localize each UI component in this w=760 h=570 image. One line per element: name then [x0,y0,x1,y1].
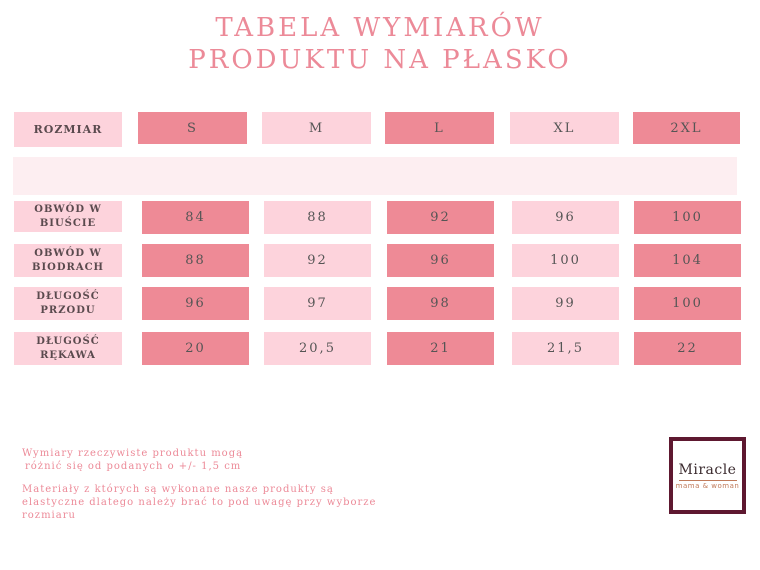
title-line-1: TABELA WYMIARÓW [215,13,545,43]
size-header-m: M [262,112,371,144]
size-header-2xl: 2XL [633,112,740,144]
size-header-s: S [138,112,247,144]
cell-front-xl: 99 [512,287,619,320]
logo-divider [678,479,737,481]
divider-band [13,157,737,195]
size-header-l: L [385,112,494,144]
row-label-hips: OBWÓD W BIODRACH [14,244,122,277]
material-note-line-2: elastyczne dlatego należy brać to pod uw… [22,497,377,508]
cell-bust-m: 88 [264,201,371,234]
cell-hips-2xl: 104 [634,244,741,277]
cell-hips-s: 88 [142,244,249,277]
row-label-front-length: DŁUGOŚĆ PRZODU [14,287,122,320]
material-note-line-1: Materiały z których są wykonane nasze pr… [22,484,334,495]
cell-front-2xl: 100 [634,287,741,320]
page-title: TABELA WYMIARÓW PRODUKTU NA PŁASKO [0,12,760,76]
logo-main-text: Miracle [678,461,737,478]
tolerance-note-line-2: różnić się od podanych o +/- 1,5 cm [25,461,242,472]
cell-bust-2xl: 100 [634,201,741,234]
cell-sleeve-m: 20,5 [264,332,371,365]
cell-bust-xl: 96 [512,201,619,234]
logo-sub-text: mama & woman [675,481,740,490]
row-label-sleeve-length: DŁUGOŚĆ RĘKAWA [14,332,122,365]
cell-hips-m: 92 [264,244,371,277]
cell-front-l: 98 [387,287,494,320]
size-header-xl: XL [510,112,619,144]
material-note: Materiały z których są wykonane nasze pr… [22,483,376,522]
size-header-label: ROZMIAR [14,112,122,147]
cell-front-m: 97 [264,287,371,320]
cell-hips-l: 96 [387,244,494,277]
tolerance-note-line-1: Wymiary rzeczywiste produktu mogą [22,448,244,459]
brand-logo: Miracle mama & woman [669,437,746,514]
cell-bust-l: 92 [387,201,494,234]
title-line-2: PRODUKTU NA PŁASKO [188,45,572,75]
material-note-line-3: rozmiaru [22,510,76,521]
cell-bust-s: 84 [142,201,249,234]
cell-sleeve-l: 21 [387,332,494,365]
cell-sleeve-xl: 21,5 [512,332,619,365]
tolerance-note: Wymiary rzeczywiste produktu mogą różnić… [22,447,243,473]
cell-sleeve-2xl: 22 [634,332,741,365]
cell-front-s: 96 [142,287,249,320]
cell-sleeve-s: 20 [142,332,249,365]
row-label-bust: OBWÓD W BIUŚCIE [14,201,122,232]
cell-hips-xl: 100 [512,244,619,277]
